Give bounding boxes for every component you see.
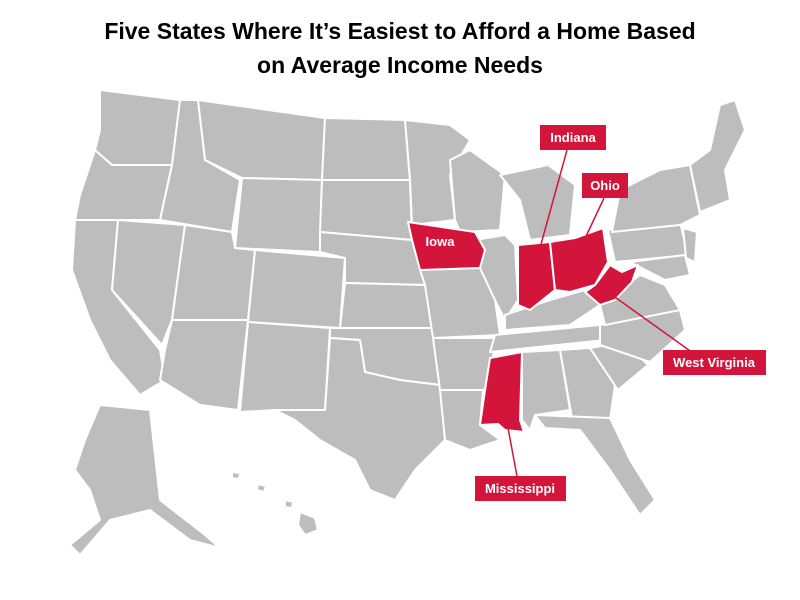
state-mississippi	[479, 351, 525, 433]
label-text-west-virginia: West Virginia	[673, 355, 756, 370]
state-south-dakota	[319, 179, 413, 241]
state-florida	[534, 414, 656, 516]
contiguous-us	[71, 89, 746, 516]
state-michigan	[499, 164, 576, 241]
state-hawaii-oahu	[256, 483, 267, 493]
state-iowa	[407, 221, 486, 271]
state-new-mexico	[239, 321, 331, 413]
state-hawaii-big-island	[297, 511, 319, 536]
state-label-indiana: Indiana	[540, 125, 606, 150]
state-louisiana	[439, 389, 501, 451]
state-kansas	[339, 282, 434, 329]
label-box-indiana	[540, 125, 606, 150]
leader-line-indiana	[539, 149, 568, 249]
state-illinois	[474, 234, 519, 321]
state-arizona	[159, 319, 249, 411]
state-new-jersey	[682, 227, 698, 263]
state-north-dakota	[321, 117, 411, 181]
state-texas	[274, 337, 446, 501]
state-maryland	[629, 254, 691, 281]
map-title: Five States Where It’s Easiest to Afford…	[0, 14, 800, 82]
label-text-ohio: Ohio	[590, 178, 620, 193]
state-washington	[94, 89, 181, 166]
label-box-ohio	[582, 173, 628, 198]
state-new-england	[689, 99, 746, 213]
label-box-west-virginia	[663, 350, 766, 375]
leader-line-west-virginia	[611, 294, 701, 359]
map-title-line-1: Five States Where It’s Easiest to Afford…	[104, 18, 696, 44]
state-label-mississippi: Mississippi	[475, 476, 566, 501]
state-label-west-virginia: West Virginia	[663, 350, 766, 375]
leader-line-ohio	[581, 197, 605, 246]
state-indiana	[517, 241, 556, 311]
map-title-line-2: on Average Income Needs	[257, 52, 543, 78]
state-alaska	[69, 404, 221, 556]
state-label-iowa: Iowa	[426, 234, 456, 249]
state-colorado	[247, 249, 346, 329]
state-ohio	[549, 227, 609, 293]
state-hawaii-kauai	[231, 471, 241, 480]
state-new-york	[611, 164, 701, 233]
label-text-mississippi: Mississippi	[485, 481, 555, 496]
leader-line-mississippi	[507, 427, 518, 477]
state-wyoming	[234, 177, 323, 253]
state-west-virginia	[584, 264, 639, 306]
label-box-mississippi	[475, 476, 566, 501]
state-label-ohio: Ohio	[582, 173, 628, 198]
non-contiguous-us	[69, 404, 319, 556]
state-wisconsin	[449, 149, 506, 233]
state-nevada	[111, 219, 186, 346]
label-text-indiana: Indiana	[550, 130, 596, 145]
leader-lines	[507, 149, 701, 477]
label-text-iowa: Iowa	[426, 234, 456, 249]
highlighted-states	[407, 221, 639, 433]
state-hawaii-maui	[284, 499, 294, 509]
